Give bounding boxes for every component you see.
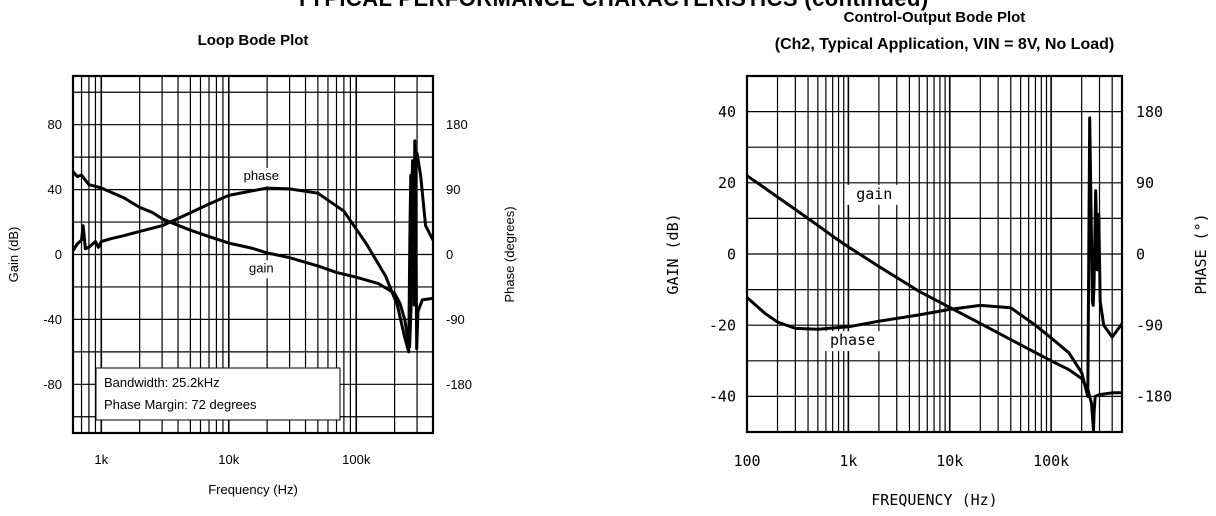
y2-tick-label: 90 xyxy=(446,182,460,197)
series-line-gain xyxy=(747,174,1122,432)
y2-tick-label: 180 xyxy=(1136,103,1163,121)
bandwidth-label: Bandwidth: 25.2kHz xyxy=(104,375,220,390)
x-axis-label: FREQUENCY (Hz) xyxy=(871,491,997,509)
y2-tick-label: 0 xyxy=(446,247,453,262)
x-tick-label: 100k xyxy=(1033,452,1069,470)
y2-axis-label: PHASE (°) xyxy=(1192,213,1210,294)
legend-box: Bandwidth: 25.2kHz Phase Margin: 72 degre… xyxy=(95,367,341,421)
y-tick-label: 80 xyxy=(48,117,62,132)
chart-title: Control-Output Bode Plot xyxy=(844,9,1026,26)
x-tick-label: 10k xyxy=(218,452,239,467)
series-label-phase: phase xyxy=(244,168,279,183)
series-label-gain: gain xyxy=(249,260,274,275)
x-tick-label: 1k xyxy=(839,452,857,470)
series-label-gain: gain xyxy=(856,185,892,203)
y-tick-label: -20 xyxy=(709,316,736,334)
y2-tick-label: 90 xyxy=(1136,174,1154,192)
x-tick-label: 100 xyxy=(733,452,760,470)
chart-subtitle: (Ch2, Typical Application, VIN = 8V, No … xyxy=(775,36,1114,53)
y-tick-label: 0 xyxy=(55,247,62,262)
y-axis-label: Gain (dB) xyxy=(6,227,21,283)
page-header: TYPICAL PERFORMANCE CHARACTERISTICS (con… xyxy=(192,0,1032,12)
loop-bode-plot: Bandwidth: 25.2kHz Phase Margin: 72 degre… xyxy=(6,32,517,497)
control-output-bode-plot: gain phase 100 1k 10k 100k -40 -20 0 20 40 -180 -90 0… xyxy=(664,9,1210,509)
plot-frame xyxy=(745,74,1124,434)
annotation-bg xyxy=(244,260,279,279)
y2-tick-label: -90 xyxy=(446,312,465,327)
annotation-bg xyxy=(818,331,887,352)
y-tick-label: -40 xyxy=(709,388,736,406)
x-tick-label: 1k xyxy=(94,452,108,467)
phase-margin-label: Phase Margin: 72 degrees xyxy=(104,397,257,412)
annotation-bg xyxy=(846,184,903,205)
y-tick-label: -80 xyxy=(43,377,62,392)
annotation-bg xyxy=(237,168,286,187)
y2-tick-label: -90 xyxy=(1136,316,1163,334)
y2-tick-label: 180 xyxy=(446,117,468,132)
series-line-phase xyxy=(747,116,1122,398)
y-tick-label: -40 xyxy=(43,312,62,327)
x-tick-label: 10k xyxy=(936,452,963,470)
y2-tick-label: -180 xyxy=(446,377,472,392)
y-axis-label: GAIN (dB) xyxy=(664,213,682,294)
grid xyxy=(747,76,1122,432)
y-tick-label: 40 xyxy=(48,182,62,197)
x-tick-label: 100k xyxy=(342,452,371,467)
y-tick-label: 0 xyxy=(727,245,736,263)
chart-title: Loop Bode Plot xyxy=(198,32,309,49)
y2-axis-label: Phase (degrees) xyxy=(502,206,517,302)
y2-tick-label: 0 xyxy=(1136,245,1145,263)
y-tick-label: 20 xyxy=(718,174,736,192)
legend-box-frame xyxy=(95,367,341,421)
y-tick-label: 40 xyxy=(718,103,736,121)
series-label-phase: phase xyxy=(830,331,875,349)
series-line-phase xyxy=(73,152,433,354)
y2-tick-label: -180 xyxy=(1136,388,1172,406)
x-axis-label: Frequency (Hz) xyxy=(208,482,298,497)
plot-frame xyxy=(71,74,435,435)
